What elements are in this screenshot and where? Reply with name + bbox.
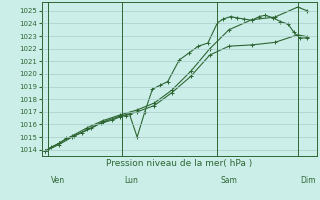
- Text: Ven: Ven: [51, 176, 65, 185]
- X-axis label: Pression niveau de la mer( hPa ): Pression niveau de la mer( hPa ): [106, 159, 252, 168]
- Text: Sam: Sam: [220, 176, 237, 185]
- Text: Dim: Dim: [300, 176, 316, 185]
- Text: Lun: Lun: [124, 176, 139, 185]
